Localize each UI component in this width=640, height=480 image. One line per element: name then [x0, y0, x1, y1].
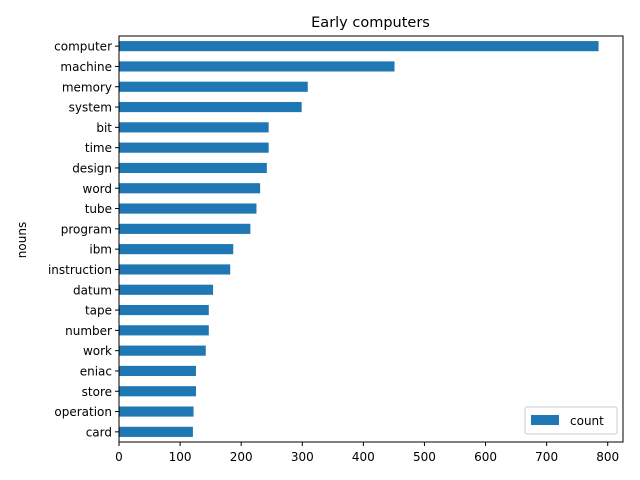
- bar-datum: [119, 284, 214, 295]
- y-tick-label: system: [69, 101, 112, 115]
- x-tick-label: 200: [230, 450, 253, 464]
- y-axis-ticks: computer machine memory system bit time design…: [48, 40, 119, 439]
- x-tick-label: 300: [291, 450, 314, 464]
- y-tick-label: ibm: [89, 243, 112, 257]
- bar-store: [119, 386, 196, 397]
- y-tick-label: datum: [73, 283, 112, 297]
- bar-memory: [119, 81, 308, 92]
- y-tick-label: work: [83, 344, 112, 358]
- y-tick-label: number: [65, 324, 112, 338]
- x-tick-label: 0: [115, 450, 123, 464]
- bar-eniac: [119, 365, 196, 377]
- y-tick-label: operation: [54, 405, 112, 419]
- y-tick-label: instruction: [48, 263, 112, 277]
- bar-design: [119, 162, 267, 174]
- y-tick-label: tube: [85, 202, 112, 216]
- bar-tube: [119, 203, 257, 214]
- legend-swatch: [531, 415, 559, 425]
- bar-system: [119, 101, 302, 113]
- y-tick-label: bit: [96, 121, 112, 135]
- y-tick-label: design: [72, 161, 112, 175]
- bars-group: [119, 41, 599, 437]
- y-tick-label: machine: [60, 60, 112, 74]
- chart-title: Early computers: [311, 15, 430, 31]
- bar-word: [119, 183, 261, 194]
- x-tick-label: 700: [535, 450, 558, 464]
- x-tick-label: 100: [169, 450, 192, 464]
- bar-operation: [119, 406, 194, 417]
- bar-work: [119, 345, 206, 356]
- legend-box: [524, 406, 618, 435]
- y-tick-label: word: [83, 182, 113, 196]
- y-tick-label: time: [85, 141, 112, 155]
- bar-bit: [119, 122, 269, 133]
- bar-time: [119, 142, 269, 153]
- x-tick-label: 800: [596, 450, 619, 464]
- y-tick-label: card: [86, 425, 112, 439]
- plot-frame: [118, 35, 624, 443]
- x-tick-label: 400: [352, 450, 375, 464]
- bar-computer: [119, 41, 599, 52]
- y-tick-label: computer: [54, 40, 112, 54]
- bar-machine: [119, 61, 395, 72]
- legend-label: count: [570, 414, 604, 428]
- x-axis-ticks: 0 100 200 300 400 500 600 700 800: [115, 442, 619, 464]
- bar-number: [119, 325, 209, 336]
- bar-program: [119, 223, 251, 234]
- bar-tape: [119, 304, 209, 316]
- y-tick-label: store: [82, 385, 112, 399]
- bar-instruction: [119, 264, 231, 275]
- y-tick-label: eniac: [80, 364, 112, 378]
- y-tick-label: tape: [85, 304, 112, 318]
- y-tick-label: memory: [62, 80, 112, 94]
- legend: count: [524, 406, 618, 435]
- bar-ibm: [119, 244, 234, 255]
- x-tick-label: 600: [474, 450, 497, 464]
- y-axis-label: nouns: [15, 222, 29, 258]
- y-tick-label: program: [61, 222, 112, 236]
- x-tick-label: 500: [413, 450, 436, 464]
- bar-card: [119, 426, 193, 437]
